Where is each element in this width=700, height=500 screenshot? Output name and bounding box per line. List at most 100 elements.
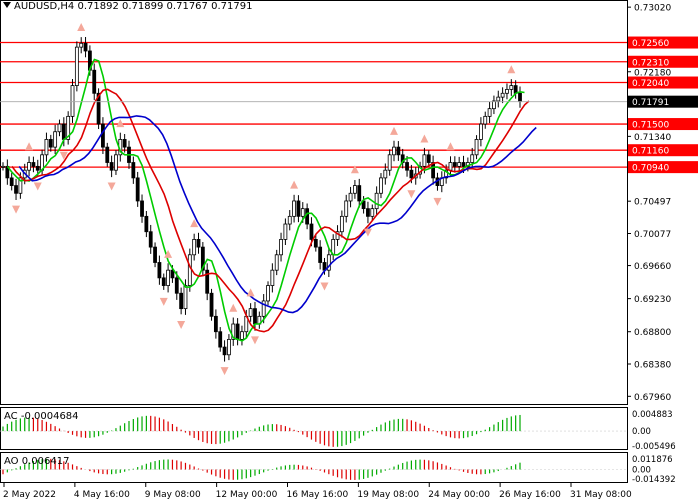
- chart-header: AUDUSD,H4 0.71892 0.71899 0.71767 0.7179…: [3, 1, 252, 12]
- candle-body: [92, 69, 97, 94]
- ac-panel-frame: [0, 407, 628, 450]
- candle-body: [426, 154, 431, 163]
- ac-value: -0.0004684: [20, 411, 79, 422]
- candle-body: [461, 162, 466, 167]
- fractal-up-arrow: [164, 249, 173, 258]
- candle-body: [48, 139, 53, 148]
- level-tag-label: 0.72310: [632, 58, 669, 68]
- level-tag-label: 0.70940: [632, 164, 669, 174]
- ao-value: 0.006417: [21, 456, 70, 467]
- symbol-label: AUDUSD,H4: [14, 1, 75, 12]
- candle-body: [452, 162, 457, 167]
- candle-body: [357, 185, 362, 202]
- current-price-tag: [628, 95, 698, 108]
- fractal-up-arrow: [420, 134, 429, 143]
- candle-body: [105, 146, 110, 163]
- candle-body: [353, 185, 357, 194]
- candle-body: [326, 254, 331, 271]
- time-label: 2 May 2022: [3, 490, 56, 500]
- fractal-arrows: [12, 22, 516, 376]
- fractal-up-arrow: [446, 142, 455, 151]
- candle-body: [348, 192, 353, 202]
- candles: [1, 37, 522, 362]
- time-label: 16 May 16:00: [287, 490, 349, 500]
- price-label: 0.68380: [634, 361, 671, 371]
- fractal-down-arrow: [33, 182, 42, 191]
- candle-body: [213, 315, 218, 333]
- candle-body: [274, 254, 279, 271]
- time-label: 9 May 08:00: [145, 490, 201, 500]
- level-tag-label: 0.72040: [632, 79, 669, 89]
- candle-body: [478, 123, 483, 140]
- fractal-down-arrow: [159, 297, 168, 306]
- candle-body: [101, 123, 105, 148]
- candle-body: [261, 300, 266, 317]
- ao-name: AO: [4, 456, 19, 467]
- candle-body: [27, 162, 31, 171]
- ao-label: AO 0.006417: [4, 456, 69, 467]
- candle-body: [131, 162, 136, 179]
- ma-slow-line: [18, 115, 537, 314]
- candle-body: [57, 123, 62, 133]
- candle-body: [487, 108, 492, 117]
- ac-histogram: 0.004883 0.00 -0.005496: [0, 410, 676, 452]
- fractal-down-arrow: [407, 190, 416, 199]
- level-tag: [628, 118, 698, 131]
- candle-body: [339, 215, 344, 233]
- indicator-scale-label: 0.00: [632, 466, 651, 476]
- time-label: 4 May 16:00: [74, 490, 130, 500]
- candle-body: [518, 92, 522, 102]
- candle-body: [109, 162, 114, 171]
- price-label: 0.69230: [634, 295, 671, 305]
- candle-body: [14, 185, 18, 194]
- candle-body: [374, 192, 379, 210]
- candle-body: [5, 165, 10, 179]
- candle-body: [500, 92, 505, 98]
- fractal-up-arrow: [229, 303, 238, 312]
- fractal-up-arrow: [116, 119, 125, 128]
- fractal-up-arrow: [190, 219, 199, 228]
- price-label: 0.68800: [634, 328, 671, 338]
- candle-body: [379, 177, 383, 194]
- ao-panel-frame: [0, 452, 628, 483]
- candle-body: [309, 223, 314, 240]
- level-tag-label: 0.71160: [632, 147, 669, 157]
- level-tag-label: 0.72560: [632, 39, 669, 49]
- candle-body: [61, 123, 66, 140]
- candle-body: [144, 215, 149, 233]
- candle-body: [9, 177, 14, 186]
- fractal-down-arrow: [12, 205, 21, 214]
- candle-body: [253, 308, 257, 325]
- candle-body: [205, 269, 210, 294]
- fractal-down-arrow: [107, 182, 116, 191]
- candle-body: [209, 292, 214, 317]
- candle-body: [74, 46, 79, 86]
- candle-body: [83, 42, 88, 52]
- candle-body: [366, 208, 370, 217]
- fractal-down-arrow: [433, 197, 442, 206]
- candle-body: [196, 239, 201, 248]
- candle-body: [174, 277, 179, 294]
- candle-body: [96, 92, 101, 125]
- indicator-scale-label: 0.004883: [632, 410, 673, 420]
- fractal-up-arrow: [350, 165, 359, 174]
- ac-name: AC: [4, 411, 18, 422]
- dropdown-triangle-icon[interactable]: [3, 2, 11, 8]
- ohlc-values: 0.71892 0.71899 0.71767 0.71791: [77, 1, 253, 12]
- fractal-up-arrow: [390, 126, 399, 135]
- candle-body: [170, 269, 175, 279]
- candle-body: [231, 323, 236, 340]
- price-label: 0.72180: [634, 68, 671, 78]
- candle-body: [470, 154, 475, 163]
- candle-body: [222, 346, 227, 356]
- level-tag: [628, 55, 698, 68]
- candle-body: [287, 215, 292, 225]
- fractal-down-arrow: [177, 320, 186, 329]
- price-label: 0.67960: [634, 393, 671, 403]
- price-label: 0.69660: [634, 262, 671, 272]
- candle-body: [292, 200, 296, 217]
- candle-body: [1, 165, 5, 168]
- main-panel-frame: [0, 0, 628, 405]
